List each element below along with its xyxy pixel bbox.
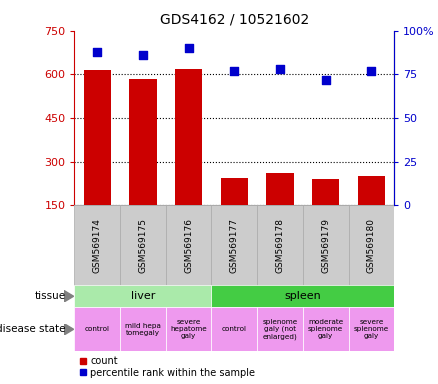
Bar — [74, 285, 212, 307]
Legend: count, percentile rank within the sample: count, percentile rank within the sample — [79, 356, 255, 378]
Text: mild hepa
tomegaly: mild hepa tomegaly — [125, 323, 161, 336]
Bar — [358, 176, 385, 249]
Bar — [166, 205, 212, 285]
Point — [368, 68, 375, 74]
Text: control: control — [85, 326, 110, 332]
Bar — [303, 205, 349, 285]
Bar — [349, 205, 394, 285]
Bar — [175, 69, 202, 249]
Bar — [212, 307, 257, 351]
Point — [185, 45, 192, 51]
Text: splenome
galy (not
enlarged): splenome galy (not enlarged) — [262, 319, 298, 340]
Bar — [312, 179, 339, 249]
Text: control: control — [222, 326, 247, 332]
Bar — [129, 79, 157, 249]
Bar — [257, 205, 303, 285]
Point — [139, 52, 146, 58]
Text: GSM569174: GSM569174 — [93, 218, 102, 273]
Bar — [84, 70, 111, 249]
Text: GSM569180: GSM569180 — [367, 218, 376, 273]
Text: tissue: tissue — [35, 291, 66, 301]
Text: disease state: disease state — [0, 324, 66, 334]
Text: liver: liver — [131, 291, 155, 301]
Point — [322, 76, 329, 83]
Text: GSM569175: GSM569175 — [138, 218, 148, 273]
Bar — [349, 307, 394, 351]
Text: severe
splenome
galy: severe splenome galy — [354, 319, 389, 339]
Title: GDS4162 / 10521602: GDS4162 / 10521602 — [160, 13, 309, 27]
Bar — [221, 178, 248, 249]
Text: severe
hepatome
galy: severe hepatome galy — [170, 319, 207, 339]
Bar — [257, 307, 303, 351]
Text: GSM569176: GSM569176 — [184, 218, 193, 273]
Bar — [120, 307, 166, 351]
Bar — [166, 307, 212, 351]
Text: GSM569178: GSM569178 — [276, 218, 285, 273]
Text: GSM569179: GSM569179 — [321, 218, 330, 273]
Text: spleen: spleen — [284, 291, 321, 301]
Polygon shape — [64, 290, 74, 302]
Polygon shape — [64, 323, 74, 335]
Point — [231, 68, 238, 74]
Text: moderate
splenome
galy: moderate splenome galy — [308, 319, 343, 339]
Text: GSM569177: GSM569177 — [230, 218, 239, 273]
Bar — [120, 205, 166, 285]
Bar — [212, 285, 394, 307]
Bar — [303, 307, 349, 351]
Point — [276, 66, 283, 72]
Bar — [266, 174, 294, 249]
Bar — [74, 307, 120, 351]
Point — [94, 49, 101, 55]
Bar — [212, 205, 257, 285]
Bar — [74, 205, 120, 285]
